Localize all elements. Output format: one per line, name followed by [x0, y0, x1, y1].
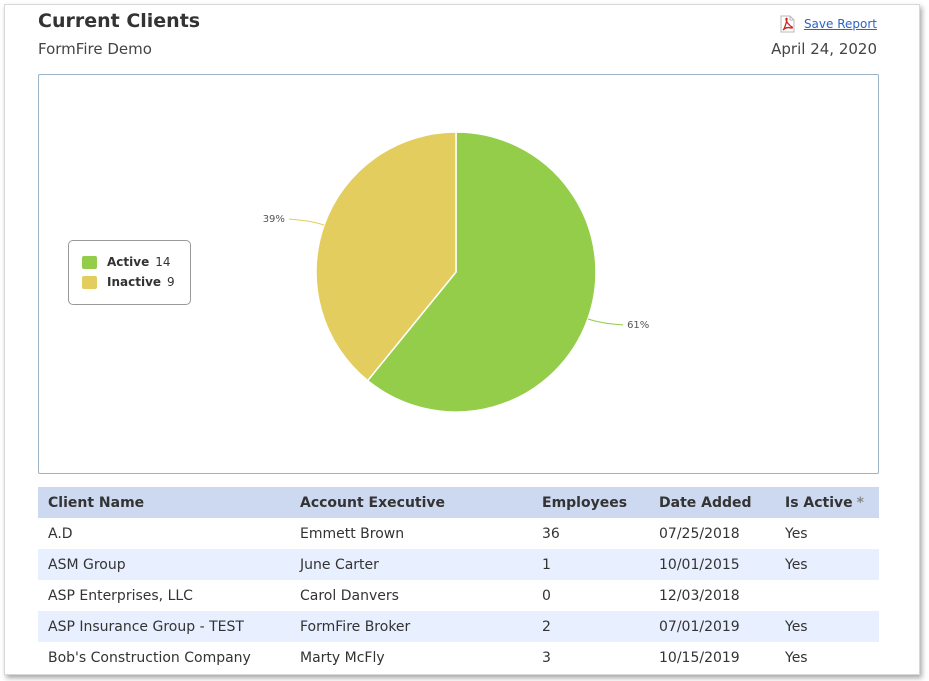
cell-employees: 1: [532, 549, 649, 580]
save-report-link[interactable]: Save Report: [780, 15, 877, 33]
cell-account-executive: FormFire Broker: [290, 611, 532, 642]
cell-is-active: Yes: [775, 549, 879, 580]
cell-client-name: ASP Enterprises, LLC: [48, 587, 193, 604]
pie-connector-active: [587, 318, 624, 326]
save-report-label[interactable]: Save Report: [803, 17, 877, 31]
is-active-label: Is Active: [785, 494, 853, 511]
cell-client-name: Bob's Construction Company: [48, 649, 251, 666]
column-header-is-active[interactable]: Is Active *: [775, 487, 879, 518]
report-date: April 24, 2020: [771, 40, 877, 58]
cell-account-executive: June Carter: [290, 549, 532, 580]
legend-item-active: Active 14: [82, 252, 190, 272]
cell-date-added: 10/15/2019: [659, 649, 740, 666]
table-row[interactable]: ASP Insurance Group - TEST FormFire Brok…: [38, 611, 879, 642]
cell-date-added: 10/01/2015: [649, 549, 775, 580]
chart-legend: Active 14 Inactive 9: [68, 240, 191, 305]
pie-connector-inactive: [288, 218, 325, 226]
cell-account-executive: Marty McFly: [300, 649, 385, 666]
table-row[interactable]: A.D Emmett Brown 36 07/25/2018 Yes: [38, 518, 879, 549]
cell-is-active: Yes: [785, 649, 808, 666]
cell-date-added: 07/01/2019: [649, 611, 775, 642]
legend-item-inactive: Inactive 9: [82, 272, 190, 292]
cell-is-active: [775, 580, 879, 611]
clients-table: Client Name Account Executive Employees …: [38, 487, 879, 673]
table-header-row: Client Name Account Executive Employees …: [38, 487, 879, 518]
cell-account-executive: Carol Danvers: [300, 587, 399, 604]
column-header-client-name[interactable]: Client Name: [38, 487, 290, 518]
client-status-chart: 61% 39% Active 14 Inactive 9: [38, 74, 879, 474]
sort-indicator: *: [856, 494, 864, 511]
cell-client-name: ASM Group: [38, 549, 290, 580]
page-title: Current Clients: [38, 10, 201, 32]
pdf-icon: [780, 15, 796, 33]
cell-employees: 0: [542, 587, 551, 604]
report-panel: Current Clients FormFire Demo April 24, …: [4, 4, 920, 675]
pie-slice-inactive[interactable]: [315, 131, 457, 382]
table-row[interactable]: ASM Group June Carter 1 10/01/2015 Yes: [38, 549, 879, 580]
cell-employees: 2: [532, 611, 649, 642]
legend-label-inactive: Inactive: [107, 275, 162, 289]
column-header-account-executive[interactable]: Account Executive: [290, 487, 532, 518]
cell-date-added: 12/03/2018: [659, 587, 740, 604]
cell-client-name: A.D: [48, 525, 73, 542]
legend-value-inactive: 9: [167, 275, 175, 289]
cell-employees: 3: [542, 649, 551, 666]
cell-client-name: ASP Insurance Group - TEST: [38, 611, 290, 642]
cell-is-active: Yes: [775, 611, 879, 642]
pie-label-inactive: 39%: [263, 214, 285, 225]
cell-is-active: Yes: [785, 525, 808, 542]
legend-swatch-active: [82, 255, 97, 269]
cell-employees: 36: [542, 525, 560, 542]
pie-slice-active[interactable]: [366, 131, 597, 413]
pie-label-active: 61%: [627, 320, 649, 331]
table-row[interactable]: Bob's Construction Company Marty McFly 3…: [38, 642, 879, 673]
legend-label-active: Active: [107, 255, 150, 269]
table-row[interactable]: ASP Enterprises, LLC Carol Danvers 0 12/…: [38, 580, 879, 611]
organization-name: FormFire Demo: [38, 40, 152, 58]
legend-value-active: 14: [155, 255, 171, 269]
cell-account-executive: Emmett Brown: [300, 525, 405, 542]
legend-swatch-inactive: [82, 275, 97, 289]
column-header-date-added[interactable]: Date Added: [649, 487, 775, 518]
cell-date-added: 07/25/2018: [659, 525, 740, 542]
pie-chart: 61% 39%: [263, 131, 649, 413]
column-header-employees[interactable]: Employees: [532, 487, 649, 518]
